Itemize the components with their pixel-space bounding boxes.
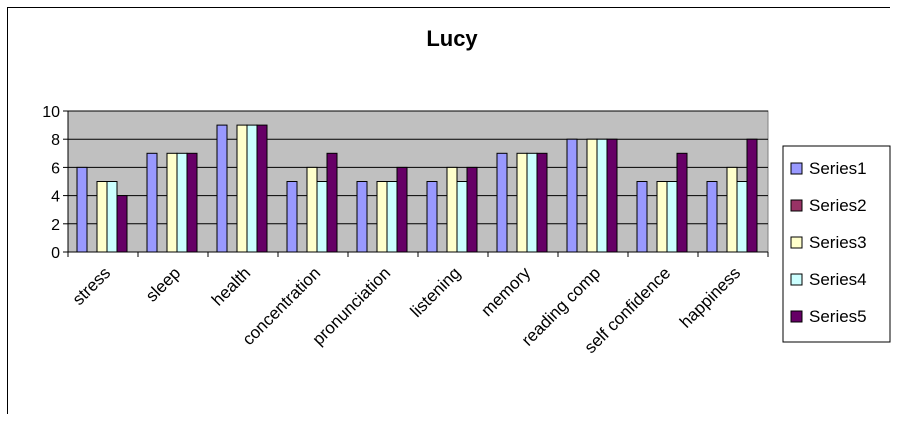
- bar: [426, 181, 438, 253]
- bar: [706, 181, 718, 253]
- bar: [176, 152, 188, 253]
- y-tick-label: 4: [51, 189, 60, 206]
- bar: [106, 181, 118, 253]
- y-tick-label: 8: [51, 132, 60, 149]
- legend-label: Series2: [809, 196, 867, 215]
- bar: [526, 152, 538, 253]
- x-tick-label: happiness: [676, 263, 744, 331]
- x-tick-label: memory: [477, 263, 534, 320]
- chart-title: Lucy: [426, 26, 478, 51]
- legend-swatch: [790, 162, 803, 175]
- y-tick-label: 10: [42, 104, 60, 121]
- bar: [236, 124, 248, 253]
- x-tick-label: listening: [407, 263, 465, 321]
- x-tick-label: stress: [69, 263, 114, 308]
- bar: [496, 152, 508, 253]
- legend-box: [782, 145, 891, 343]
- bar: [516, 152, 528, 253]
- legend-label: Series1: [809, 159, 867, 178]
- bar: [636, 181, 648, 253]
- bar: [186, 152, 198, 253]
- bar: [606, 138, 618, 253]
- bar: [736, 181, 748, 253]
- bar: [656, 181, 668, 253]
- bar: [386, 181, 398, 253]
- legend-label: Series4: [809, 270, 867, 289]
- legend: Series1 Series2 Series3 Series4 Series5: [782, 145, 891, 343]
- bar: [536, 152, 548, 253]
- bar: [256, 124, 268, 253]
- legend-label: Series3: [809, 233, 867, 252]
- bar: [466, 166, 478, 253]
- y-tick-label: 6: [51, 160, 60, 177]
- bar: [96, 181, 108, 253]
- x-tick-label: sleep: [142, 263, 184, 305]
- bar: [376, 181, 388, 253]
- bar: [246, 124, 258, 253]
- bar: [596, 138, 608, 253]
- legend-swatch: [790, 310, 803, 323]
- bar: [306, 166, 318, 253]
- bar: [396, 166, 408, 253]
- bar: [566, 138, 578, 253]
- bar: [356, 181, 368, 253]
- bar: [676, 152, 688, 253]
- bar: [166, 152, 178, 253]
- legend-swatch: [790, 236, 803, 249]
- bar: [726, 166, 738, 253]
- bar: [76, 166, 88, 253]
- bar: [116, 195, 128, 253]
- bar: [286, 181, 298, 253]
- y-tick-label: 2: [51, 217, 60, 234]
- y-tick-label: 0: [51, 245, 60, 262]
- bar: [666, 181, 678, 253]
- legend-swatch: [790, 199, 803, 212]
- bar: [446, 166, 458, 253]
- bar: [146, 152, 158, 253]
- bar: [746, 138, 758, 253]
- chart-frame: [7, 7, 890, 414]
- bar: [316, 181, 328, 253]
- bar: [586, 138, 598, 253]
- x-tick-label: health: [208, 263, 254, 309]
- bar: [216, 124, 228, 253]
- legend-swatch: [790, 273, 803, 286]
- legend-label: Series5: [809, 307, 867, 326]
- bar: [326, 152, 338, 253]
- bar: [456, 181, 468, 253]
